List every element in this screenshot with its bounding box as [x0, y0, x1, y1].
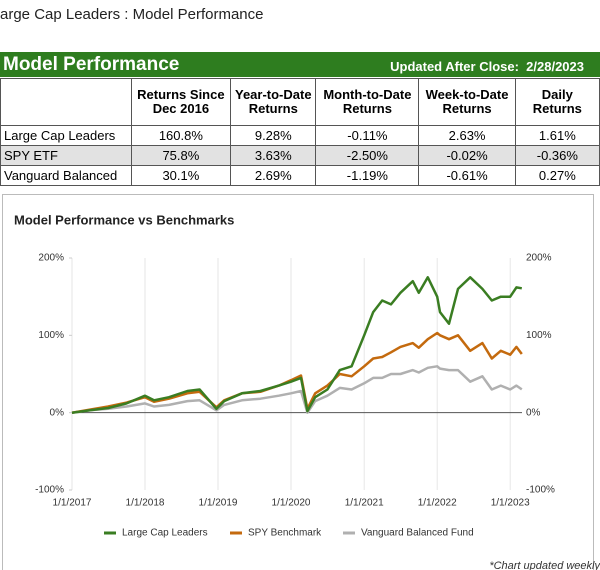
- table-row: Vanguard Balanced 30.1% 2.69% -1.19% -0.61% 0…: [0, 165, 600, 186]
- series-line: [71, 276, 523, 414]
- updated-date: Updated After Close: 2/28/2023: [390, 59, 584, 74]
- page-title: arge Cap Leaders : Model Performance: [0, 6, 264, 23]
- table-cell: Large Cap Leaders: [0, 125, 132, 146]
- chart-box: [2, 194, 594, 570]
- series-line: [71, 365, 523, 414]
- series-line: [71, 331, 523, 414]
- x-tick-label: 1/1/2019: [199, 498, 238, 509]
- x-tick-label: 1/1/2020: [272, 498, 311, 509]
- y2-tick-label: 200%: [526, 253, 552, 264]
- x-tick-label: 1/1/2021: [345, 498, 384, 509]
- legend-label: Vanguard Balanced Fund: [361, 528, 474, 539]
- table-cell: -0.61%: [418, 165, 516, 186]
- table-cell: 2.69%: [230, 165, 317, 186]
- legend-label: SPY Benchmark: [248, 528, 322, 539]
- table-cell: 30.1%: [130, 165, 232, 186]
- table-cell: 75.8%: [130, 145, 232, 166]
- chart-title: Model Performance vs Benchmarks: [14, 212, 234, 227]
- y-tick-label: -100%: [35, 485, 64, 496]
- table-cell: 0.27%: [514, 165, 600, 186]
- y-tick-label: 200%: [38, 253, 64, 264]
- table-cell: -0.02%: [418, 145, 516, 166]
- table-cell: -1.19%: [315, 165, 420, 186]
- table-cell: -2.50%: [315, 145, 420, 166]
- y-tick-label: 100%: [38, 330, 64, 341]
- y2-tick-label: -100%: [526, 485, 555, 496]
- x-tick-label: 1/1/2017: [53, 498, 92, 509]
- legend-label: Large Cap Leaders: [122, 528, 208, 539]
- y2-tick-label: 100%: [526, 330, 552, 341]
- banner-title: Model Performance: [3, 54, 180, 75]
- table-cell: Returns Since Dec 2016: [130, 78, 232, 126]
- table-cell: Vanguard Balanced: [0, 165, 132, 186]
- table-cell: 1.61%: [514, 125, 600, 146]
- table-cell: 9.28%: [230, 125, 317, 146]
- table-cell: -0.36%: [514, 145, 600, 166]
- y2-tick-label: 0%: [526, 407, 541, 418]
- table-cell: Daily Returns: [514, 78, 600, 126]
- table-cell: Year-to-Date Returns: [230, 78, 317, 126]
- performance-table: Returns Since Dec 2016 Year-to-Date Retur…: [0, 78, 600, 186]
- banner: Model Performance Updated After Close: 2…: [0, 52, 600, 77]
- table-row: SPY ETF 75.8% 3.63% -2.50% -0.02% -0.36%: [0, 145, 600, 166]
- x-tick-label: 1/1/2022: [418, 498, 457, 509]
- x-tick-label: 1/1/2018: [126, 498, 165, 509]
- footnote: *Chart updated weekly: [489, 560, 600, 570]
- table-cell: 160.8%: [130, 125, 232, 146]
- y-tick-label: 0%: [50, 407, 65, 418]
- x-tick-label: 1/1/2023: [491, 498, 530, 509]
